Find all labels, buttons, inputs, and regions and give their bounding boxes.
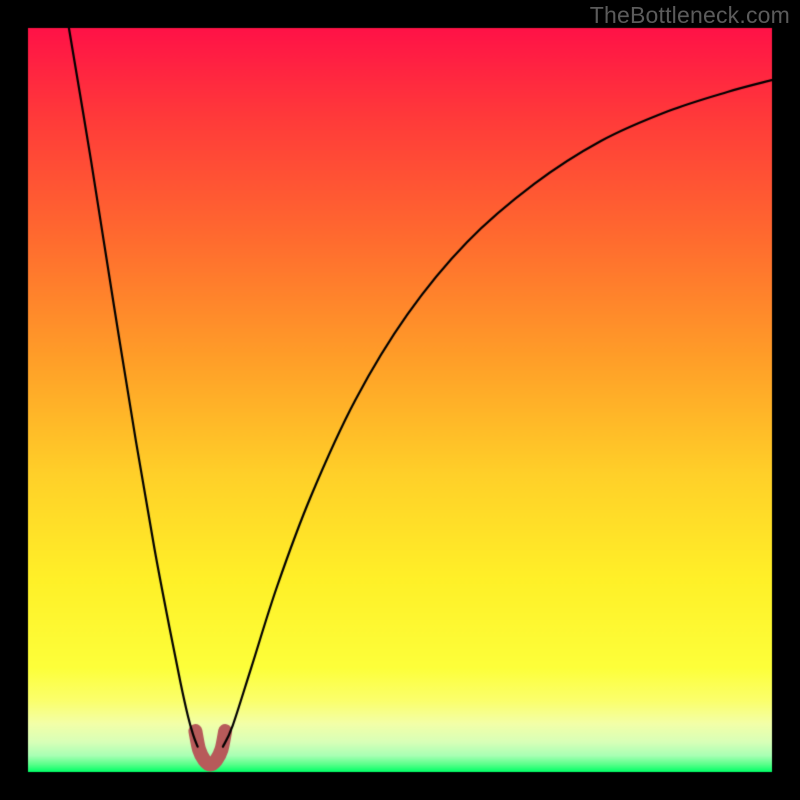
watermark-text: TheBottleneck.com xyxy=(590,2,790,29)
chart-stage: TheBottleneck.com xyxy=(0,0,800,800)
chart-canvas xyxy=(0,0,800,800)
